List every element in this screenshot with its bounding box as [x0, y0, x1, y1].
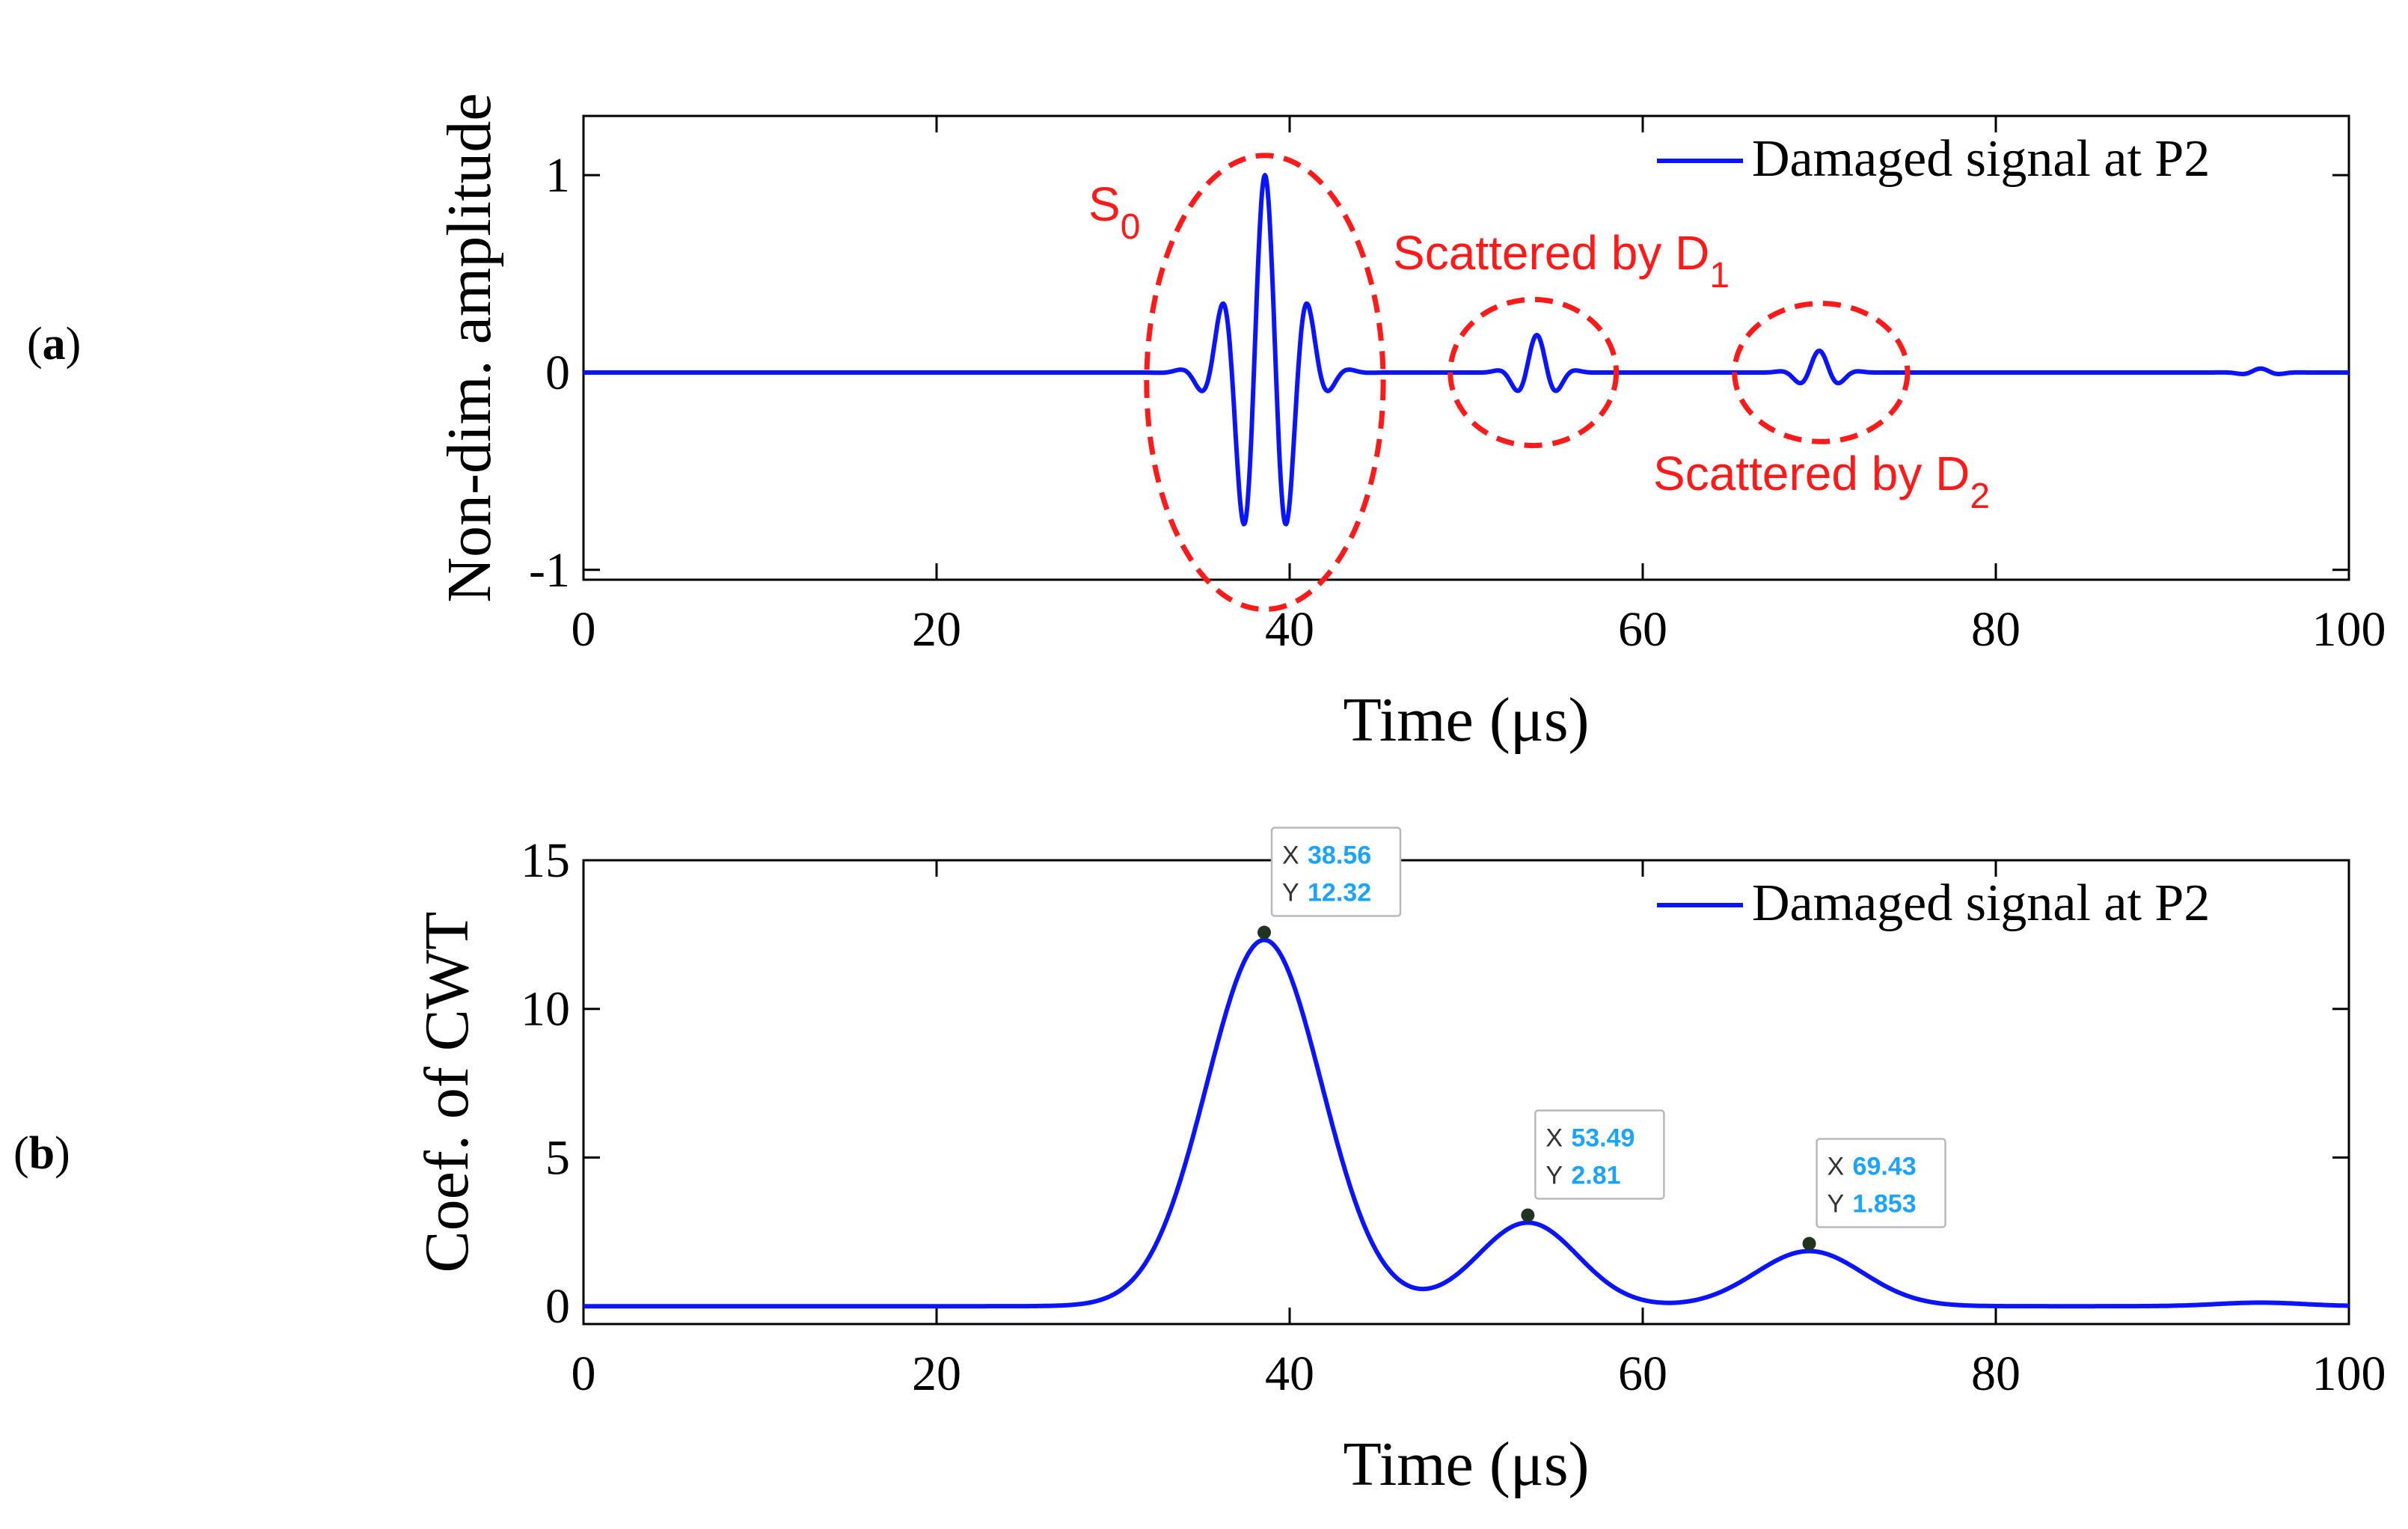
- chart-panel-b: 0 20 40 60 80 100 15 10 5 0 Time (μs) Coef. of CWT D…: [412, 827, 2386, 1499]
- datatip-y-label: Y: [1282, 879, 1299, 907]
- annotation-ellipse: [1447, 296, 1620, 449]
- datatip-y-value: 1.853: [1853, 1190, 1917, 1219]
- y-tick-label: 15: [521, 833, 570, 888]
- y-tick-label: -1: [529, 543, 570, 598]
- datatip-x-label: X: [1828, 1153, 1845, 1181]
- annotation-label: S0: [1088, 177, 1140, 247]
- panel-b-label: (b): [13, 1128, 70, 1179]
- annotation-ellipse: [1732, 301, 1911, 444]
- datatip-x-label: X: [1545, 1124, 1563, 1152]
- datatip-y-label: Y: [1828, 1190, 1845, 1219]
- legend-label: Damaged signal at P2: [1752, 130, 2210, 188]
- x-axis-label: Time (μs): [1344, 1430, 1590, 1499]
- annotation-label: Scattered by D2: [1653, 447, 1990, 516]
- datatip-x-value: 53.49: [1571, 1124, 1635, 1152]
- x-axis-label: Time (μs): [1344, 685, 1590, 755]
- datatip-x-label: X: [1282, 842, 1299, 870]
- cwt-line: [583, 937, 2350, 1309]
- y-tick-label: 10: [521, 982, 570, 1037]
- y-tick-label: 5: [545, 1130, 570, 1185]
- plot-frame: [582, 859, 2350, 1326]
- panel-a-label: (a): [27, 319, 81, 370]
- x-tick-label: 100: [2312, 1346, 2386, 1401]
- y-axis-label: Coef. of CWT: [412, 912, 482, 1273]
- x-tick-label: 0: [572, 1346, 596, 1401]
- datatip-marker[interactable]: [1521, 1208, 1535, 1222]
- datatip-box: [1816, 1138, 1946, 1228]
- x-tick-label: 60: [1618, 602, 1667, 657]
- datatip-box: [1534, 1109, 1665, 1200]
- legend-label: Damaged signal at P2: [1752, 874, 2210, 932]
- datatip-marker[interactable]: [1802, 1237, 1816, 1251]
- datatip-y-value: 12.32: [1308, 879, 1371, 907]
- x-tick-label: 0: [572, 602, 596, 657]
- annotation-ellipse: [1144, 153, 1386, 613]
- y-tick-label: 1: [545, 148, 570, 203]
- datatip-x-value: 69.43: [1853, 1153, 1917, 1181]
- x-tick-label: 40: [1265, 1346, 1314, 1401]
- datatip-y-value: 2.81: [1571, 1161, 1620, 1189]
- y-tick-label: 0: [545, 346, 570, 400]
- signal-line: [582, 173, 2350, 527]
- x-tick-label: 20: [912, 1346, 961, 1401]
- x-tick-label: 80: [1971, 1346, 2021, 1401]
- annotation-label: Scattered by D1: [1393, 226, 1730, 295]
- datatip-x-value: 38.56: [1308, 842, 1371, 870]
- x-tick-label: 80: [1971, 602, 2021, 657]
- datatip-box: [1270, 827, 1402, 917]
- y-tick-label: 0: [545, 1279, 570, 1334]
- x-tick-label: 100: [2312, 602, 2386, 657]
- datatip-y-label: Y: [1545, 1161, 1563, 1189]
- x-tick-label: 60: [1618, 1346, 1667, 1401]
- y-axis-label: Non-dim. amplitude: [435, 93, 504, 602]
- plot-frame: [582, 114, 2350, 581]
- datatip-marker[interactable]: [1257, 925, 1272, 940]
- x-tick-label: 20: [912, 602, 961, 657]
